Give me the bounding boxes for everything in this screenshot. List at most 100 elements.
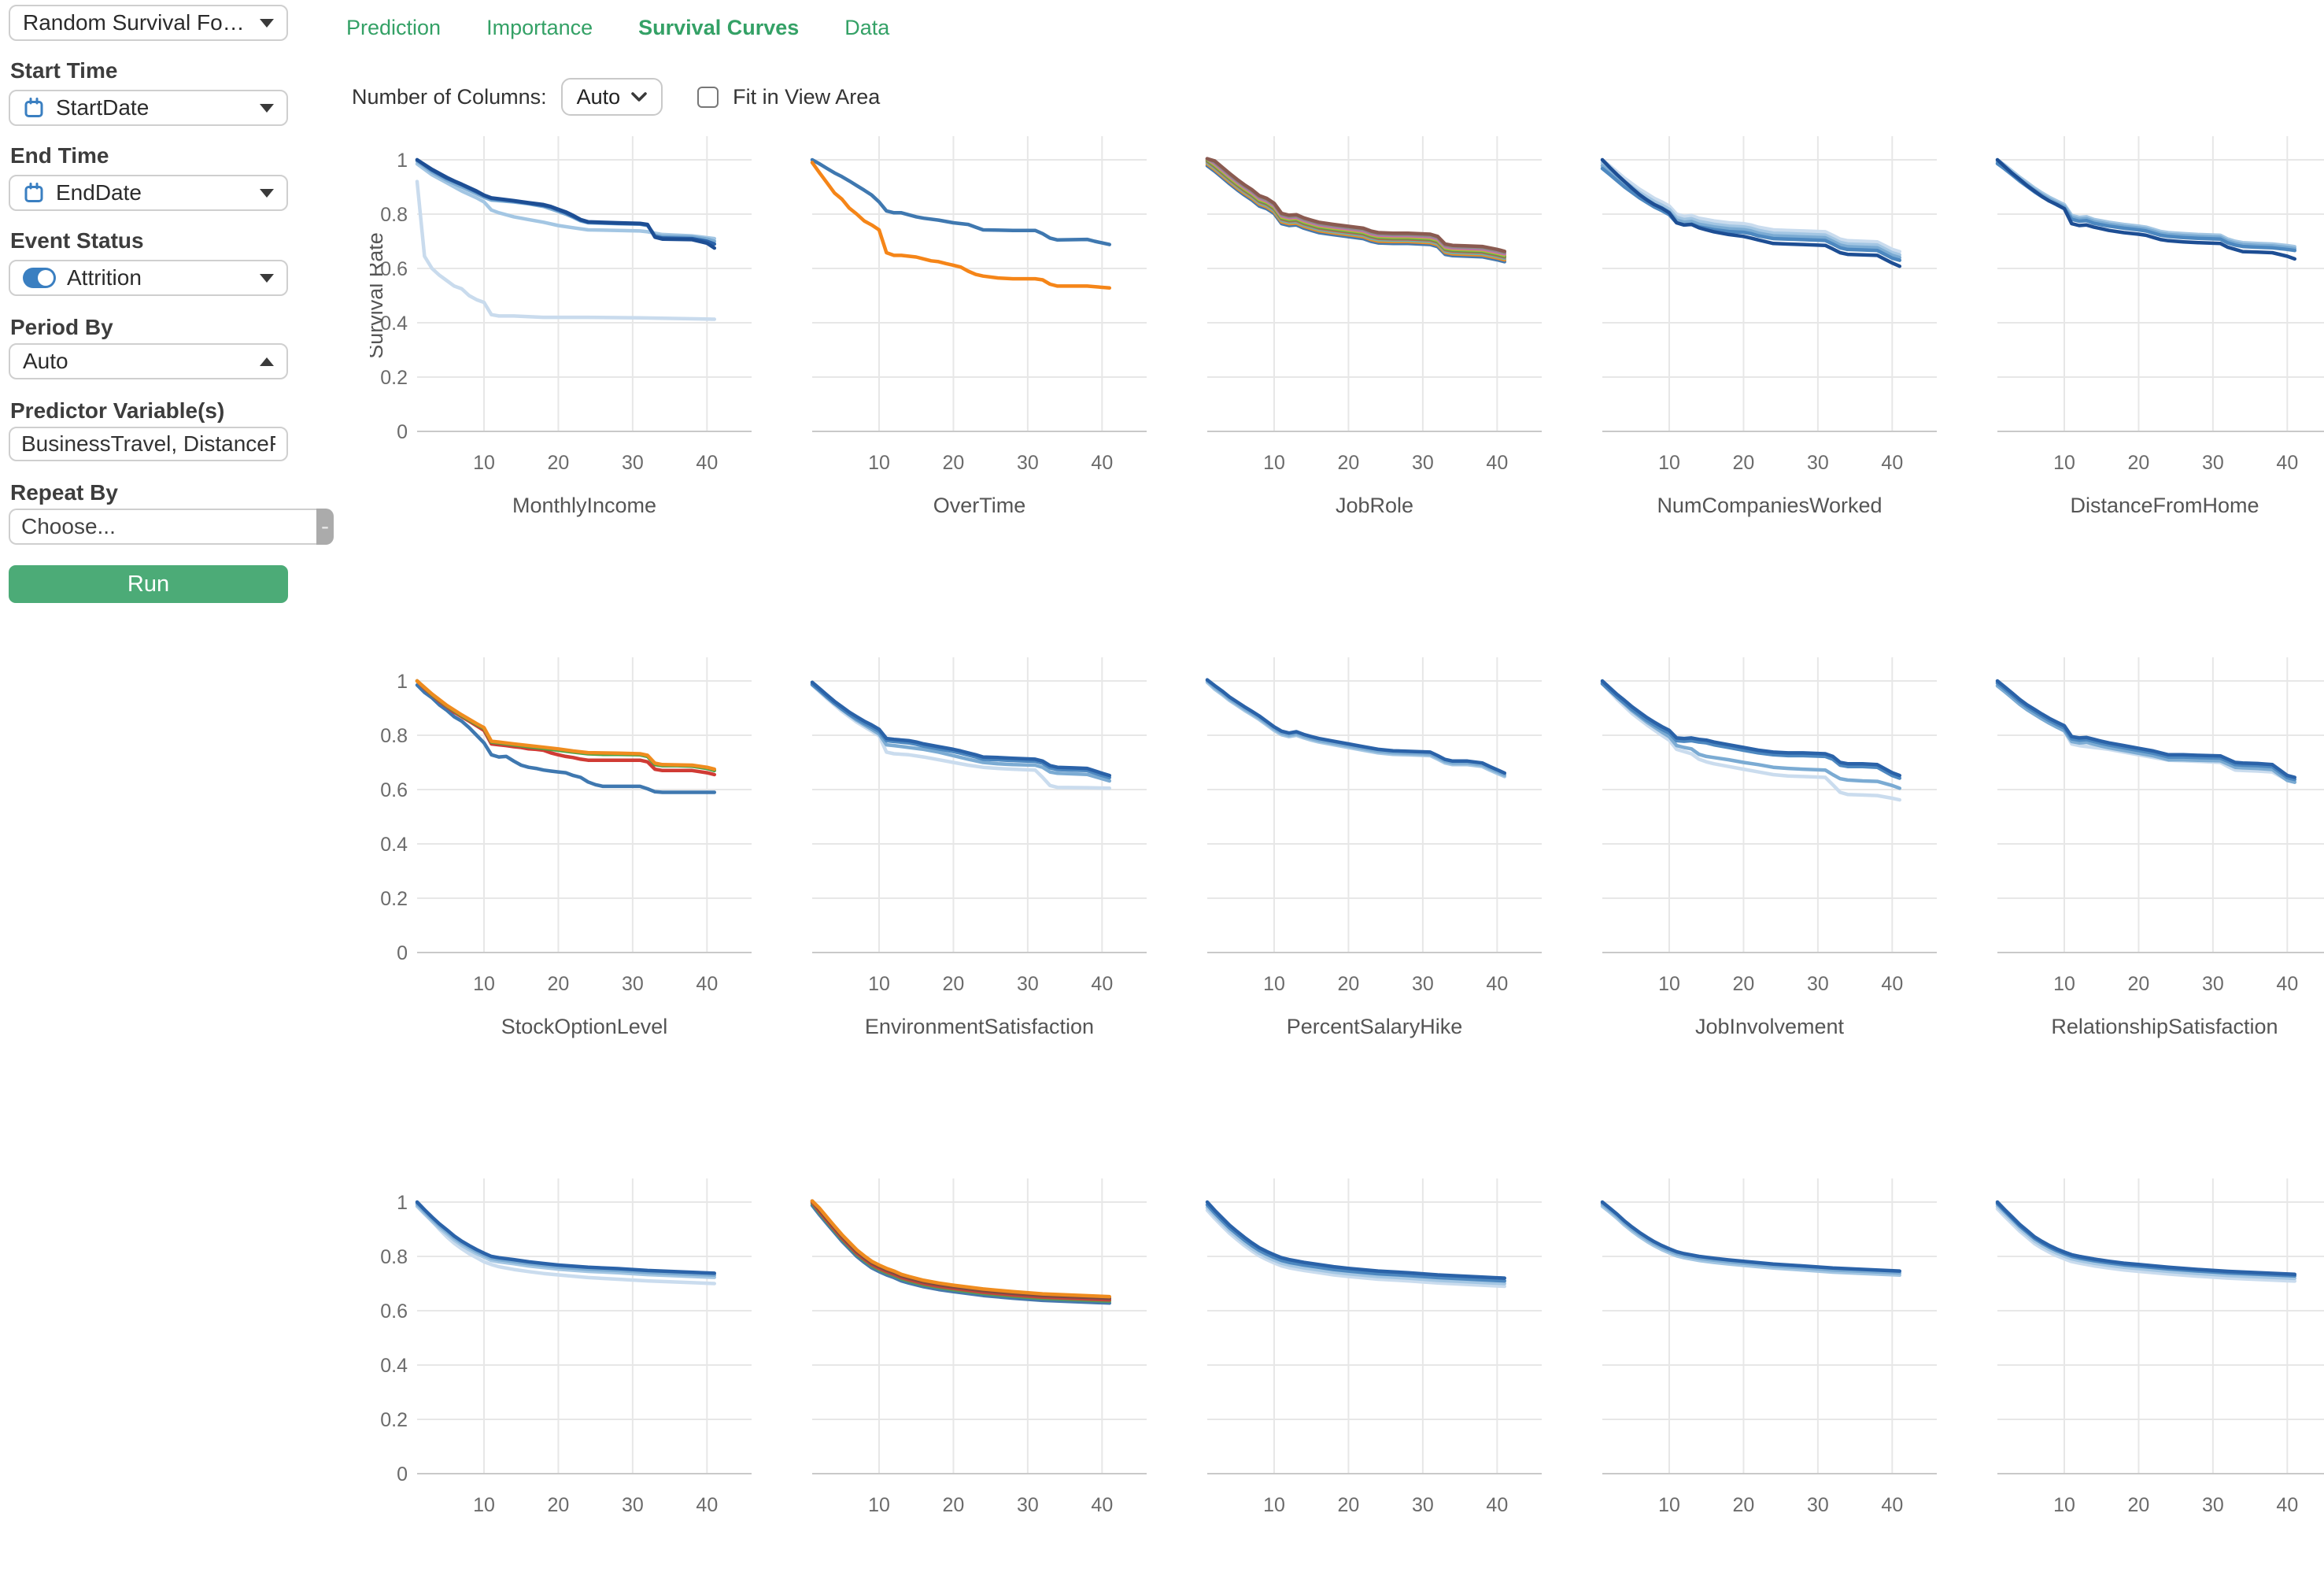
start-time-select[interactable]: StartDate (9, 90, 288, 126)
survival-chart: 10 20 30 40 (1600, 1178, 1937, 1516)
survival-chart: 0 0.2 0.4 0.6 0.8 1 10 20 30 40 Survival Rate Month… (364, 136, 752, 517)
chart-cell: 10 20 30 40 (1555, 1178, 1937, 1572)
svg-text:10: 10 (1263, 452, 1285, 474)
chart-title: OverTime (933, 494, 1026, 517)
svg-text:0.6: 0.6 (380, 779, 408, 801)
svg-text:Survival Rate: Survival Rate (370, 232, 387, 359)
survival-chart: 10 20 30 40 JobRole (1205, 136, 1542, 517)
chart-cell: 10 20 30 40 (1950, 1178, 2324, 1572)
survival-chart: 10 20 30 40 EnvironmentSatisfaction (810, 657, 1147, 1038)
svg-text:20: 20 (548, 973, 570, 995)
chart-cell: 10 20 30 40 (1160, 1178, 1542, 1572)
svg-text:1: 1 (397, 671, 408, 693)
fit-in-view-label: Fit in View Area (733, 84, 881, 109)
chart-cell: 0 0.2 0.4 0.6 0.8 1 10 20 30 40 StockOptionLevel (370, 657, 752, 1051)
svg-text:30: 30 (1017, 1494, 1039, 1516)
svg-text:0.8: 0.8 (380, 1246, 408, 1268)
svg-text:10: 10 (1263, 973, 1285, 995)
charts-grid: 0 0.2 0.4 0.6 0.8 1 10 20 30 40 Survival Rate Month… (364, 136, 2324, 1572)
columns-select[interactable]: Auto (560, 78, 663, 116)
chevron-down-icon (260, 103, 274, 113)
repeat-by-input[interactable] (9, 509, 316, 545)
chart-cell: 0 0.2 0.4 0.6 0.8 1 10 20 30 40 (370, 1178, 752, 1572)
start-time-value: StartDate (56, 95, 150, 120)
tab-prediction[interactable]: Prediction (346, 16, 442, 39)
repeat-remove-button[interactable]: - (316, 509, 334, 545)
svg-text:0: 0 (397, 1463, 408, 1485)
svg-text:40: 40 (696, 1494, 718, 1516)
svg-text:40: 40 (1486, 973, 1508, 995)
survival-chart: 10 20 30 40 PercentSalaryHike (1205, 657, 1542, 1038)
chart-title: JobInvolvement (1695, 1015, 1845, 1038)
svg-text:40: 40 (2276, 973, 2298, 995)
svg-text:40: 40 (1881, 1494, 1903, 1516)
chart-cell: 10 20 30 40 PercentSalaryHike (1160, 657, 1542, 1051)
calendar-icon (24, 183, 43, 202)
svg-text:10: 10 (868, 452, 890, 474)
sidebar: Random Survival Forest Start Time StartD… (9, 5, 334, 603)
tab-survival-curves[interactable]: Survival Curves (638, 16, 800, 39)
chart-title: PercentSalaryHike (1287, 1015, 1463, 1038)
svg-text:10: 10 (473, 973, 495, 995)
svg-text:20: 20 (943, 452, 965, 474)
chart-cell: 10 20 30 40 DistanceFromHome (1950, 136, 2324, 530)
model-select[interactable]: Random Survival Forest (9, 5, 288, 41)
event-status-select[interactable]: Attrition (9, 260, 288, 296)
svg-text:10: 10 (1658, 1494, 1680, 1516)
fit-in-view-checkbox[interactable] (697, 86, 719, 108)
svg-text:20: 20 (548, 1494, 570, 1516)
chart-cell: 10 20 30 40 JobInvolvement (1555, 657, 1937, 1051)
svg-text:40: 40 (1881, 973, 1903, 995)
end-time-label: End Time (10, 143, 109, 168)
model-select-value: Random Survival Forest (23, 10, 249, 35)
chart-controls: Number of Columns: Auto Fit in View Area (352, 77, 880, 117)
svg-text:40: 40 (1881, 452, 1903, 474)
svg-text:30: 30 (1807, 452, 1829, 474)
svg-text:30: 30 (1412, 973, 1434, 995)
predictor-input[interactable] (9, 427, 288, 461)
chart-title: NumCompaniesWorked (1657, 494, 1882, 517)
chart-title: DistanceFromHome (2070, 494, 2259, 517)
svg-text:0.2: 0.2 (380, 1409, 408, 1431)
svg-text:0.6: 0.6 (380, 258, 408, 280)
chevron-down-icon (631, 91, 647, 102)
svg-text:0.2: 0.2 (380, 367, 408, 389)
survival-chart: 10 20 30 40 DistanceFromHome (1995, 136, 2324, 517)
tab-importance[interactable]: Importance (486, 16, 593, 39)
svg-text:40: 40 (1091, 452, 1113, 474)
svg-text:30: 30 (1017, 973, 1039, 995)
survival-chart: 10 20 30 40 OverTime (810, 136, 1147, 517)
svg-text:0: 0 (397, 942, 408, 964)
chart-title: StockOptionLevel (501, 1015, 668, 1038)
svg-text:10: 10 (473, 452, 495, 474)
svg-text:0.8: 0.8 (380, 204, 408, 226)
chevron-down-icon (260, 188, 274, 198)
svg-text:10: 10 (473, 1494, 495, 1516)
svg-text:10: 10 (2053, 1494, 2075, 1516)
svg-text:20: 20 (943, 973, 965, 995)
event-status-label: Event Status (10, 228, 144, 253)
chart-title: EnvironmentSatisfaction (865, 1015, 1094, 1038)
svg-text:20: 20 (1338, 973, 1360, 995)
run-button[interactable]: Run (9, 565, 288, 603)
start-time-label: Start Time (10, 58, 118, 83)
svg-text:10: 10 (868, 1494, 890, 1516)
svg-text:20: 20 (1733, 1494, 1755, 1516)
svg-text:1: 1 (397, 1192, 408, 1214)
period-by-select[interactable]: Auto (9, 343, 288, 379)
chart-cell: 0 0.2 0.4 0.6 0.8 1 10 20 30 40 Survival Rate Month… (364, 136, 752, 530)
event-status-value: Attrition (67, 265, 142, 290)
svg-text:20: 20 (1338, 1494, 1360, 1516)
svg-text:40: 40 (696, 452, 718, 474)
end-time-select[interactable]: EndDate (9, 175, 288, 211)
svg-text:30: 30 (2202, 973, 2224, 995)
svg-text:0.4: 0.4 (380, 1355, 408, 1377)
svg-text:30: 30 (1807, 1494, 1829, 1516)
survival-chart: 10 20 30 40 (810, 1178, 1147, 1516)
svg-text:20: 20 (2128, 1494, 2150, 1516)
svg-text:20: 20 (548, 452, 570, 474)
chart-cell: 10 20 30 40 (765, 1178, 1147, 1572)
tab-data[interactable]: Data (844, 16, 890, 39)
svg-text:30: 30 (1807, 973, 1829, 995)
svg-text:20: 20 (1338, 452, 1360, 474)
